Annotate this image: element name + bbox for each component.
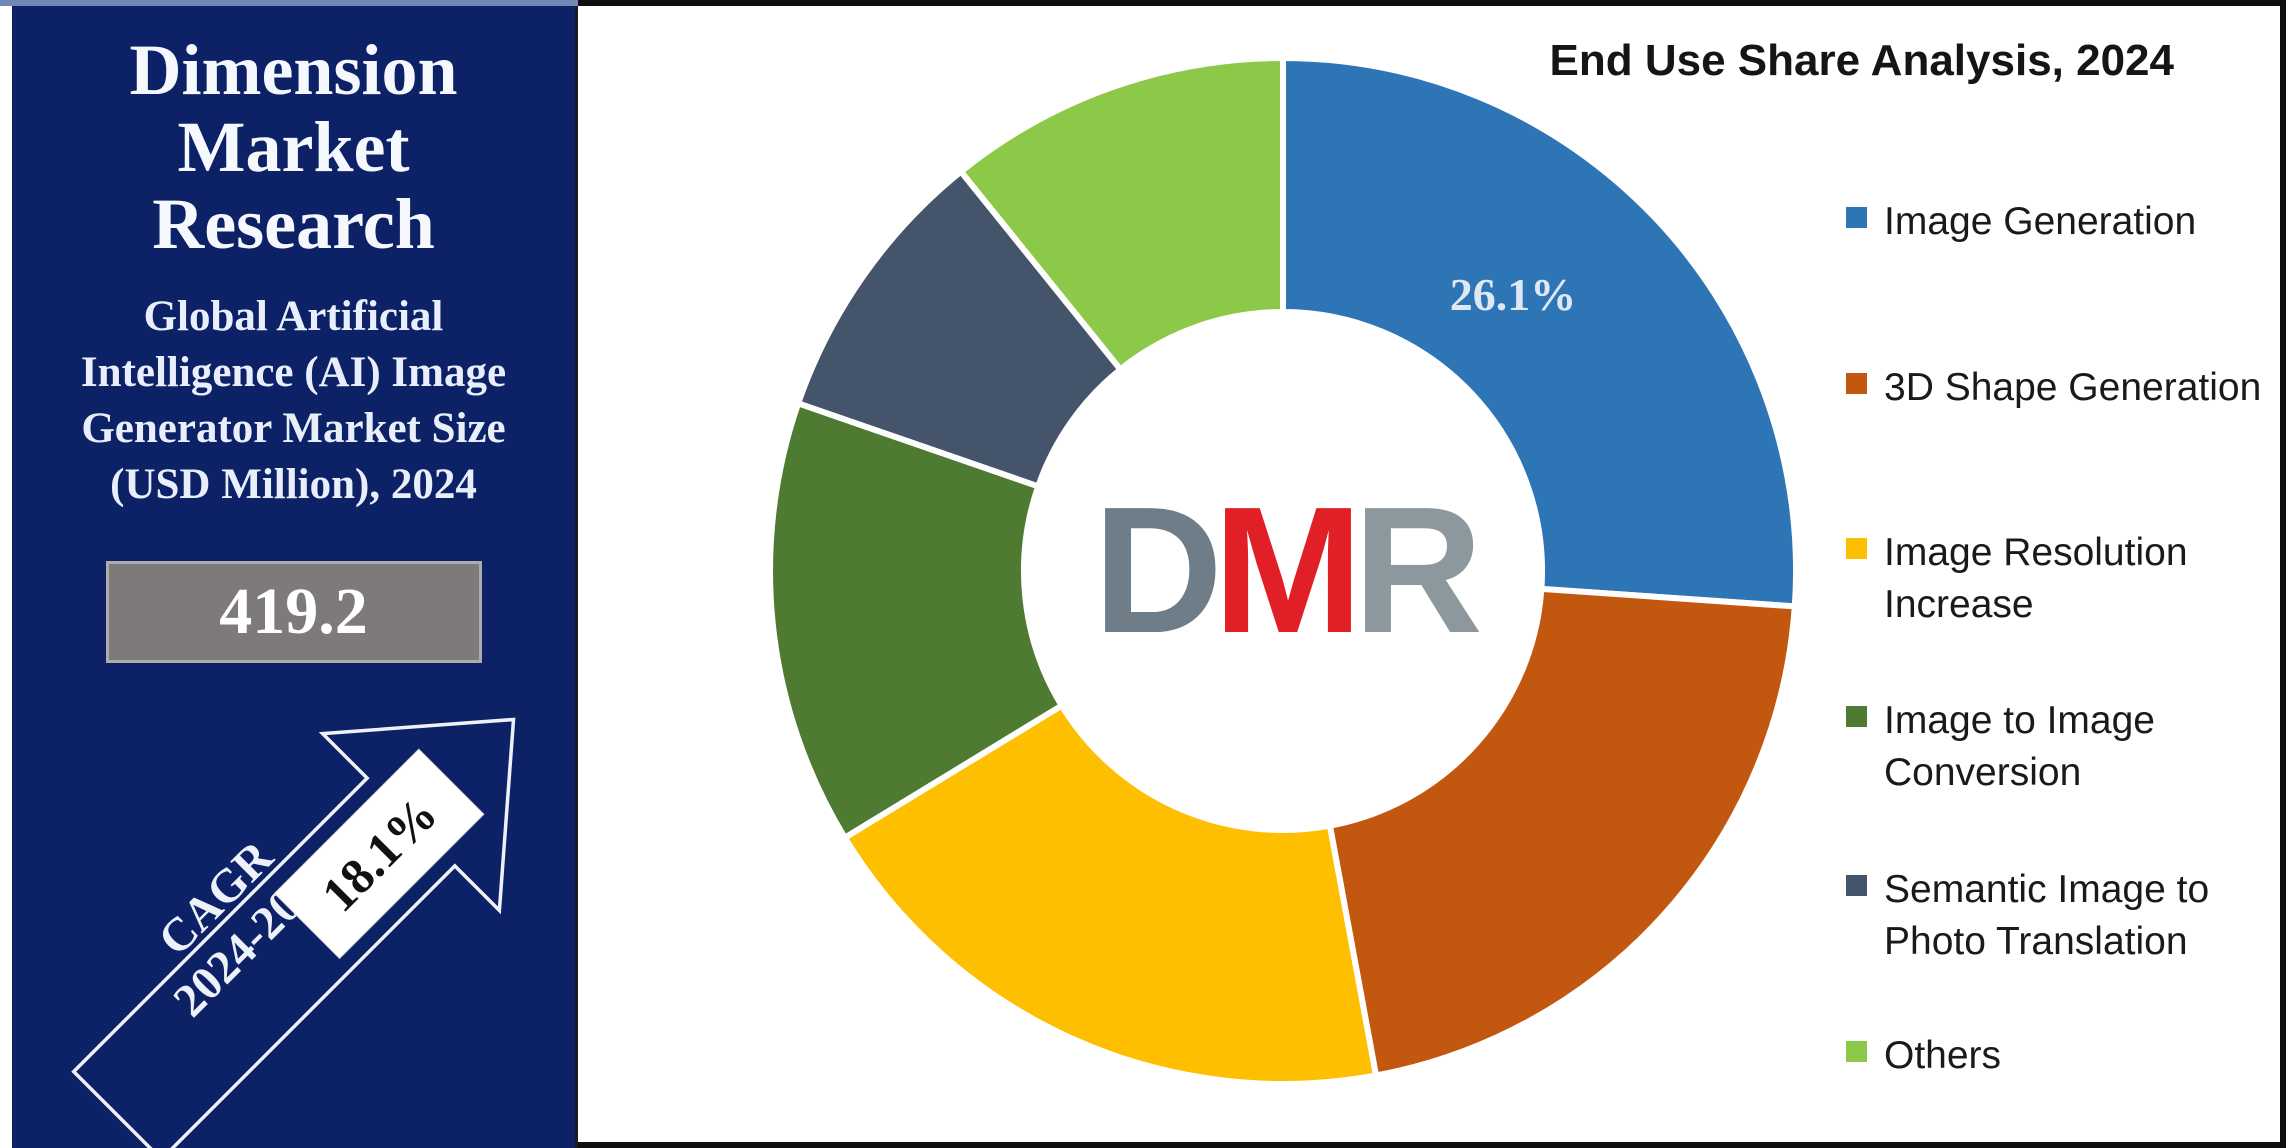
legend-swatch-icon (1846, 207, 1867, 228)
cagr-label: CAGR (149, 830, 284, 965)
slice-percentage-label: 26.1% (1449, 269, 1577, 320)
growth-arrow-icon (71, 717, 516, 1148)
donut-slice (794, 167, 1125, 491)
legend-item: Image to Image Conversion (1846, 695, 2276, 800)
chart-panel: End Use Share Analysis, 2024 26.1% D M R… (578, 0, 2286, 1148)
chart-title: End Use Share Analysis, 2024 (1549, 36, 2174, 85)
legend-label: Image Resolution Increase (1884, 531, 2188, 627)
legend-label: Semantic Image to Photo Translation (1884, 868, 2210, 964)
legend-swatch-icon (1846, 373, 1867, 394)
legend-label: Others (1884, 1034, 2002, 1077)
legend-item: 3D Shape Generation (1846, 362, 2276, 414)
legend-swatch-icon (1846, 875, 1867, 896)
donut-slice (1280, 54, 1800, 610)
legend-item: Others (1846, 1030, 2276, 1082)
legend-swatch-icon (1846, 706, 1867, 727)
brand-title: Dimension Market Research (129, 30, 458, 265)
sidebar-panel: Dimension Market Research Global Artific… (12, 6, 578, 1148)
donut-slice (1326, 585, 1799, 1079)
cagr-period: 2024-2033 (164, 846, 345, 1027)
market-size-subtitle: Global Artificial Intelligence (AI) Imag… (80, 293, 507, 508)
sidebar: Dimension Market Research Global Artific… (0, 0, 578, 1148)
legend-label: Image to Image Conversion (1884, 699, 2155, 795)
donut-slice (956, 54, 1286, 374)
legend-swatch-icon (1846, 1041, 1867, 1062)
cagr-value: 18.1% (311, 785, 448, 922)
legend-swatch-icon (1846, 538, 1867, 559)
legend-label: Image Generation (1884, 200, 2197, 243)
dmr-logo: D M R (1023, 461, 1543, 681)
donut-slice (840, 701, 1380, 1087)
legend-item: Image Resolution Increase (1846, 527, 2276, 632)
legend-item: Semantic Image to Photo Translation (1846, 864, 2276, 969)
logo-letter-r: R (1352, 470, 1483, 671)
market-size-value: 419.2 (219, 574, 368, 648)
cagr-value-box (273, 748, 485, 960)
donut-chart (767, 54, 1800, 1087)
legend-label: 3D Shape Generation (1884, 366, 2262, 409)
market-size-value-box: 419.2 (105, 560, 482, 663)
logo-letter-m: M (1213, 470, 1363, 671)
legend-item: Image Generation (1846, 196, 2276, 248)
logo-letter-d: D (1093, 470, 1223, 671)
donut-slice (767, 399, 1066, 842)
